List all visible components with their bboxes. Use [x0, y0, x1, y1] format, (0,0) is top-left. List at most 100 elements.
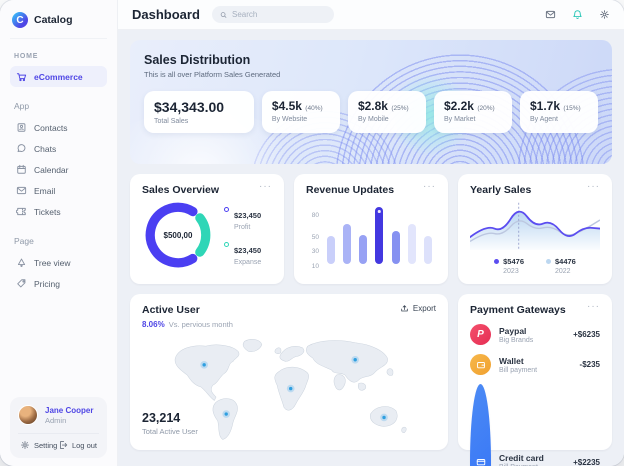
legend-marker [546, 259, 551, 264]
settings-button[interactable]: Setting [20, 440, 57, 450]
payment-sub: Bill payment [499, 366, 538, 374]
card-subtitle: This is all over Platform Sales Generate… [144, 70, 281, 79]
card-title: Payment Gateways [470, 304, 566, 316]
card-title: Yearly Sales [470, 184, 532, 196]
legend-value: $5476 [503, 257, 524, 266]
paypal-icon [470, 324, 491, 345]
total-active-users-label: Total Active User [142, 427, 198, 436]
map-marker [382, 415, 386, 420]
stat-label: By Mobile [357, 116, 389, 123]
main-content: Sales Distribution This is all over Plat… [118, 30, 624, 466]
search-box[interactable] [211, 6, 334, 23]
ticket-icon [16, 207, 26, 216]
sidebar-item-chats[interactable]: Chats [10, 138, 107, 159]
sidebar-item-label: Chats [34, 143, 57, 154]
export-button[interactable]: Export [400, 304, 436, 313]
map-marker [224, 412, 228, 416]
legend-marker [224, 206, 229, 212]
map-se-asia [357, 382, 367, 391]
payment-row-paypal[interactable]: Paypal Big Brands +$6235 [470, 324, 600, 345]
bell-icon [573, 10, 582, 19]
settings-header-button[interactable] [599, 9, 610, 20]
payment-sub: Big Brands [499, 336, 534, 344]
bar-chart: 10 30 50 80 [306, 202, 436, 274]
tree-view-icon [17, 258, 26, 267]
donut-expanse-arc [145, 202, 211, 268]
card-title: Sales Overview [142, 184, 220, 196]
delta-value: 8.06% [142, 320, 165, 329]
payment-sub: Bill Payment [499, 464, 544, 466]
revenue-bar [359, 235, 368, 264]
map-marker [289, 386, 293, 391]
card-title: Sales Distribution [144, 53, 251, 67]
donut-chart: $500,00 [142, 199, 214, 271]
sidebar-item-email[interactable]: Email [10, 180, 107, 201]
y-tick-label: 50 [311, 233, 319, 241]
y-tick-label: 10 [311, 262, 319, 270]
export-label: Export [412, 304, 436, 313]
notifications-button[interactable] [572, 9, 583, 20]
stat-pct: (15%) [563, 105, 581, 112]
envelope-icon [16, 186, 27, 195]
legend-profit: $23,450 Profit [224, 205, 261, 231]
brand[interactable]: C Catalog [10, 10, 107, 39]
more-menu-icon[interactable]: ··· [259, 181, 272, 192]
user-name: Jane Cooper [45, 405, 94, 415]
gear-icon [21, 441, 29, 449]
legend-label: Profit [234, 223, 251, 231]
section-label-home: HOME [14, 53, 39, 60]
more-menu-icon[interactable]: ··· [587, 181, 600, 192]
brand-name: Catalog [34, 14, 73, 26]
credit-card-icon [470, 384, 491, 466]
stat-total-sales: $34,343.00 Total Sales [144, 91, 254, 133]
sidebar-item-label: Tickets [34, 206, 61, 217]
revenue-bar [407, 224, 416, 264]
stat-label: By Website [271, 116, 308, 123]
stat-by-market: $2.2k (20%) By Market [433, 91, 512, 133]
stat-label: By Market [443, 116, 476, 123]
page-title: Dashboard [132, 7, 200, 22]
sidebar-item-label: Calendar [34, 164, 69, 175]
calendar-icon [17, 164, 26, 174]
sidebar-item-tree-view[interactable]: Tree view [10, 252, 107, 273]
payment-row-credit-card[interactable]: Credit card Bill Payment +$2235 [470, 384, 600, 466]
mail-button[interactable] [545, 9, 556, 20]
avatar [18, 405, 38, 425]
legend-2022: $4476 2022 [546, 257, 576, 275]
map-japan [386, 368, 394, 376]
donut-profit-arc [145, 202, 211, 268]
logout-button[interactable]: Log out [58, 440, 97, 450]
search-input[interactable] [232, 10, 326, 19]
brand-logo-icon: C [12, 12, 28, 28]
logout-label: Log out [71, 440, 97, 450]
delta-note: Vs. pervious month [168, 320, 233, 329]
sidebar-item-pricing[interactable]: Pricing [10, 273, 107, 294]
gear-icon [600, 10, 609, 19]
revenue-bar [327, 236, 335, 264]
payment-row-wallet[interactable]: Wallet Bill payment -$235 [470, 354, 600, 375]
more-menu-icon[interactable]: ··· [587, 301, 600, 312]
sidebar-item-calendar[interactable]: Calendar [10, 159, 107, 180]
search-icon [220, 11, 227, 18]
contacts-icon [17, 123, 26, 132]
sidebar-item-ecommerce[interactable]: eCommerce [10, 66, 107, 87]
sidebar-item-contacts[interactable]: Contacts [10, 117, 107, 138]
card-title: Revenue Updates [306, 184, 395, 196]
legend-marker [224, 241, 229, 247]
y-axis-ticks: 10 30 50 80 [306, 212, 319, 274]
stat-pct: (40%) [305, 105, 323, 112]
top-bar: Dashboard [118, 0, 624, 30]
stat-value: $34,343.00 [154, 99, 225, 115]
stat-value: $1.7k [529, 99, 560, 113]
sales-overview-card: Sales Overview ··· $500,00 $2 [130, 174, 284, 284]
map-asia [306, 340, 388, 383]
stat-pct: (20%) [477, 105, 495, 112]
map-new-zealand [401, 426, 407, 433]
map-europe [279, 346, 305, 362]
user-role: Admin [45, 415, 67, 425]
more-menu-icon[interactable]: ··· [423, 181, 436, 192]
user-profile[interactable]: Jane Cooper Admin [18, 405, 99, 433]
sidebar-item-tickets[interactable]: Tickets [10, 201, 107, 222]
yearly-sales-card: Yearly Sales ··· [458, 174, 612, 284]
section-label-page: Page [14, 236, 34, 246]
